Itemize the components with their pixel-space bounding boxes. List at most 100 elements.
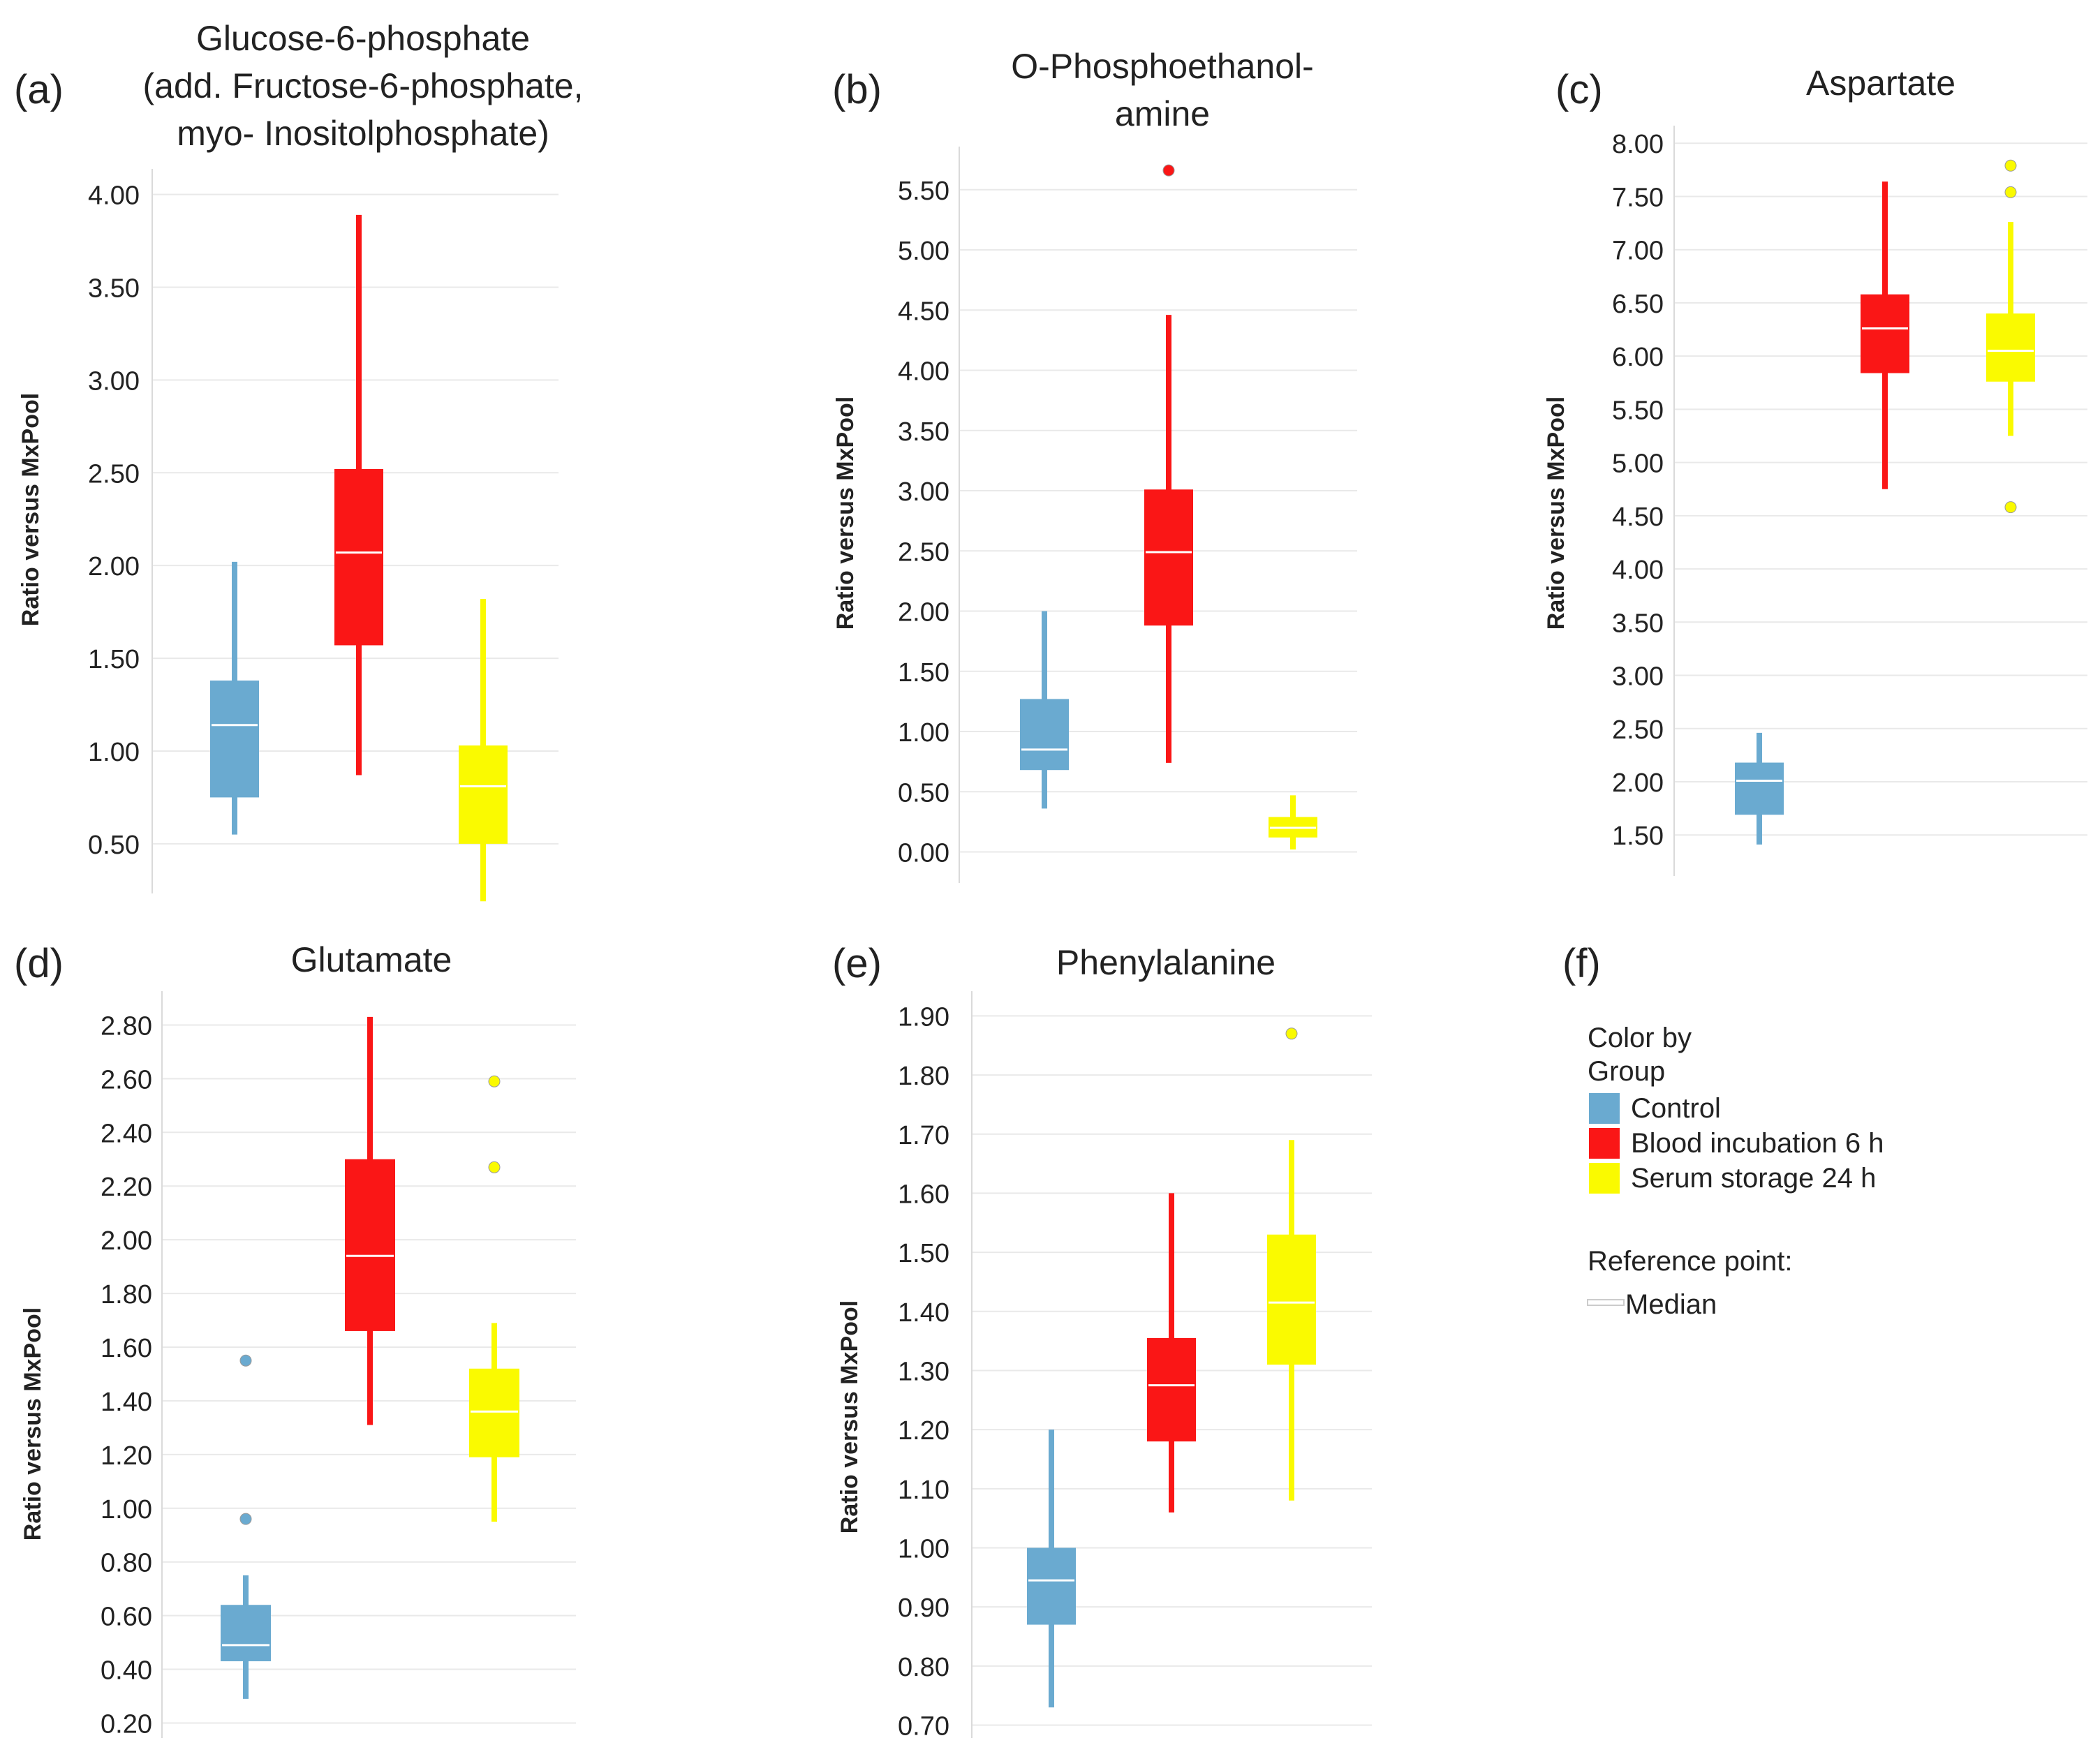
y-tick-label-d-12: 2.60: [101, 1065, 152, 1094]
panel-c: (c) Aspartate Ratio versus MxPool 1.50 2.…: [1543, 64, 2087, 876]
legend-title-line1: Color by: [1588, 1023, 1692, 1053]
y-tick-label-b-9: 4.50: [898, 297, 949, 326]
panel-label-f: (f): [1562, 941, 1601, 986]
y-tick-label-c-0: 1.50: [1612, 822, 1664, 851]
y-tick-label-e-2: 0.90: [898, 1594, 949, 1623]
y-tick-label-b-4: 2.00: [898, 598, 949, 628]
box-c-blood-incubation: [1861, 294, 1909, 373]
chart-title-b-line1: O-Phosphoethanol-: [1011, 47, 1314, 86]
y-axis-label-d: Ratio versus MxPool: [20, 1307, 46, 1541]
y-tick-label-c-6: 4.50: [1612, 503, 1664, 532]
box-d-blood-incubation: [345, 1159, 395, 1331]
plot-area-e: 0.70 0.80 0.90 1.00 1.10 1.20 1.30 1.40 1.50 1.60…: [898, 991, 1372, 1742]
y-tick-label-a-3: 2.00: [88, 552, 140, 581]
chart-title-d: Glutamate: [291, 940, 452, 979]
y-tick-label-e-4: 1.10: [898, 1476, 949, 1505]
chart-title-a-line1: Glucose-6-phosphate: [196, 19, 530, 58]
y-tick-label-b-11: 5.50: [898, 177, 949, 206]
y-tick-label-b-0: 0.00: [898, 839, 949, 868]
panel-label-a: (a): [14, 67, 64, 112]
y-tick-label-a-5: 3.00: [88, 366, 140, 396]
chart-title-a-line2: (add. Fructose-6-phosphate,: [143, 66, 584, 105]
box-a-serum-storage: [459, 745, 508, 844]
box-c-serum-storage: [1986, 313, 2035, 382]
outlier-e-serum-storage-0: [1285, 1027, 1298, 1040]
y-tick-label-a-7: 4.00: [88, 181, 140, 211]
y-tick-label-c-4: 3.50: [1612, 609, 1664, 638]
y-tick-label-c-13: 8.00: [1612, 130, 1664, 159]
outlier-d-serum-storage-1: [488, 1075, 501, 1087]
y-tick-label-d-8: 1.80: [101, 1280, 152, 1309]
y-tick-label-c-5: 4.00: [1612, 556, 1664, 585]
box-e-blood-incubation: [1147, 1337, 1196, 1442]
panel-label-d: (d): [14, 941, 64, 986]
y-axis-label-b: Ratio versus MxPool: [832, 396, 859, 630]
y-tick-label-d-0: 0.20: [101, 1709, 152, 1739]
y-tick-label-d-1: 0.40: [101, 1656, 152, 1686]
y-tick-label-c-11: 7.00: [1612, 237, 1664, 266]
panel-label-e: (e): [832, 941, 882, 986]
legend-median-swatch: [1587, 1299, 1625, 1306]
box-a-control: [210, 680, 259, 798]
y-tick-label-b-10: 5.00: [898, 237, 949, 266]
plot-area-c: 1.50 2.00 2.50 3.00 3.50 4.00 4.50 5.00 5.50 6.00…: [1612, 126, 2087, 876]
y-tick-label-e-8: 1.50: [898, 1239, 949, 1268]
outlier-c-serum-storage-1: [2004, 186, 2017, 198]
y-tick-label-d-6: 1.40: [101, 1388, 152, 1417]
outlier-d-control-1: [239, 1354, 252, 1367]
outlier-c-serum-storage-0: [2004, 501, 2017, 514]
y-tick-label-b-5: 2.50: [898, 537, 949, 567]
y-tick-label-c-2: 2.50: [1612, 715, 1664, 745]
plot-area-b: 0.00 0.50 1.00 1.50 2.00 2.50 3.00 3.50 4.00 4.50…: [898, 147, 1357, 883]
box-a-blood-incubation: [334, 468, 383, 646]
box-d-serum-storage: [469, 1368, 519, 1457]
y-tick-label-b-2: 1.00: [898, 718, 949, 748]
outlier-b-blood-incubation-0: [1162, 164, 1175, 177]
y-tick-label-c-12: 7.50: [1612, 183, 1664, 212]
panel-label-b: (b): [832, 67, 882, 112]
y-tick-label-e-9: 1.60: [898, 1180, 949, 1209]
y-tick-label-d-4: 1.00: [101, 1495, 152, 1524]
y-tick-label-a-6: 3.50: [88, 274, 140, 303]
y-tick-label-e-5: 1.20: [898, 1416, 949, 1446]
chart-title-a-line3: myo- Inositolphosphate): [177, 114, 549, 153]
y-tick-label-c-7: 5.00: [1612, 450, 1664, 479]
chart-title-c: Aspartate: [1806, 64, 1955, 103]
legend-reference-title: Reference point:: [1588, 1246, 1793, 1277]
y-tick-label-c-10: 6.50: [1612, 290, 1664, 319]
legend-label-blood-incubation: Blood incubation 6 h: [1631, 1128, 1884, 1159]
y-tick-label-e-12: 1.90: [898, 1002, 949, 1032]
y-tick-label-d-11: 2.40: [101, 1119, 152, 1148]
y-tick-label-e-10: 1.70: [898, 1121, 949, 1150]
chart-title-e: Phenylalanine: [1056, 943, 1275, 982]
y-tick-label-e-11: 1.80: [898, 1062, 949, 1091]
legend-panel: (f) Color by Group Control Blood incubat…: [1562, 941, 1884, 1320]
box-c-control: [1735, 762, 1784, 815]
chart-title-b-line2: amine: [1115, 94, 1210, 133]
y-axis-label-a: Ratio versus MxPool: [17, 393, 44, 626]
y-tick-label-d-2: 0.60: [101, 1603, 152, 1632]
plot-area-a: 0.50 1.00 1.50 2.00 2.50 3.00 3.50 4.00: [88, 169, 559, 902]
legend-swatch-control: [1589, 1093, 1620, 1124]
y-tick-label-d-13: 2.80: [101, 1011, 152, 1041]
plot-area-d: 0.20 0.40 0.60 0.80 1.00 1.20 1.40 1.60 1.80 2.00…: [101, 991, 576, 1739]
panel-e: (e) Phenylalanine Ratio versus MxPool 0.…: [832, 941, 1372, 1742]
y-tick-label-d-9: 2.00: [101, 1226, 152, 1256]
y-tick-label-b-1: 0.50: [898, 778, 949, 808]
y-tick-label-c-9: 6.00: [1612, 343, 1664, 372]
y-tick-label-c-8: 5.50: [1612, 396, 1664, 425]
legend-label-serum-storage: Serum storage 24 h: [1631, 1163, 1876, 1194]
box-b-control: [1020, 699, 1069, 771]
y-tick-label-e-3: 1.00: [898, 1535, 949, 1564]
y-tick-label-e-6: 1.30: [898, 1357, 949, 1386]
legend-label-control: Control: [1631, 1093, 1721, 1124]
y-tick-label-c-1: 2.00: [1612, 769, 1664, 798]
legend-swatch-blood-incubation: [1589, 1128, 1620, 1159]
panel-d: (d) Glutamate Ratio versus MxPool 0.20 0.…: [14, 940, 576, 1739]
y-tick-label-d-3: 0.80: [101, 1549, 152, 1578]
y-tick-label-c-3: 3.00: [1612, 662, 1664, 692]
y-tick-label-d-10: 2.20: [101, 1173, 152, 1202]
y-tick-label-d-5: 1.20: [101, 1441, 152, 1471]
y-tick-label-a-1: 1.00: [88, 738, 140, 767]
